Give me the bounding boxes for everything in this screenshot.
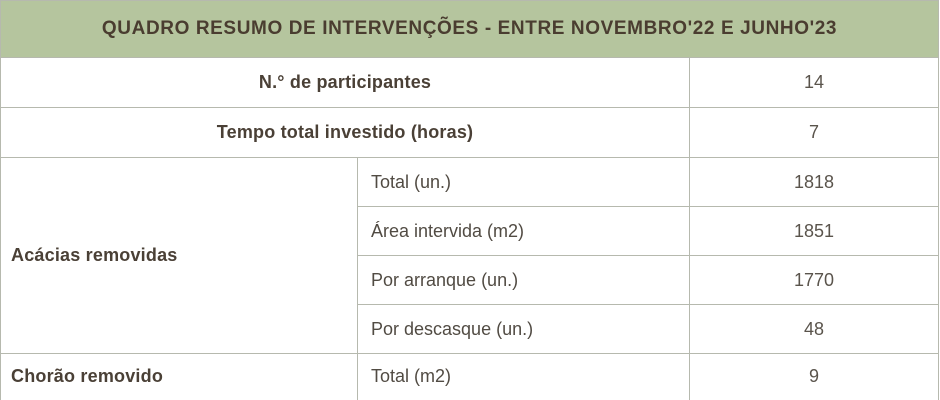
row-label-participants: N.° de participantes <box>0 57 690 108</box>
row-label-total-time: Tempo total investido (horas) <box>0 107 690 158</box>
sub-value-descasque: 48 <box>689 304 939 354</box>
table-row: N.° de participantes 14 <box>0 57 939 108</box>
sub-label-arranque: Por arranque (un.) <box>357 255 690 305</box>
table-row: Por descasque (un.) 48 <box>1 304 939 354</box>
table-row: Acácias removidas Total (un.) 1818 <box>0 157 939 354</box>
sub-label-chorao-total: Total (m2) <box>357 353 690 400</box>
sub-value-arranque: 1770 <box>689 255 939 305</box>
row-value-participants: 14 <box>689 57 939 108</box>
sub-value-total-un: 1818 <box>689 157 939 207</box>
table-row: Por arranque (un.) 1770 <box>1 255 939 305</box>
table-header-row: QUADRO RESUMO DE INTERVENÇÕES - ENTRE NO… <box>0 0 939 58</box>
table-row: Área intervida (m2) 1851 <box>1 206 939 256</box>
sub-label-descasque: Por descasque (un.) <box>357 304 690 354</box>
sub-label-area: Área intervida (m2) <box>357 206 690 256</box>
group-label-acacias: Acácias removidas <box>0 157 358 354</box>
row-value-total-time: 7 <box>689 107 939 158</box>
table-row: Chorão removido Total (m2) 9 <box>0 353 939 400</box>
sub-label-total-un: Total (un.) <box>357 157 690 207</box>
sub-value-chorao-total: 9 <box>689 353 939 400</box>
table-title: QUADRO RESUMO DE INTERVENÇÕES - ENTRE NO… <box>0 0 939 58</box>
table-row: Tempo total investido (horas) 7 <box>0 107 939 158</box>
group-label-chorao: Chorão removido <box>0 353 358 400</box>
sub-value-area: 1851 <box>689 206 939 256</box>
